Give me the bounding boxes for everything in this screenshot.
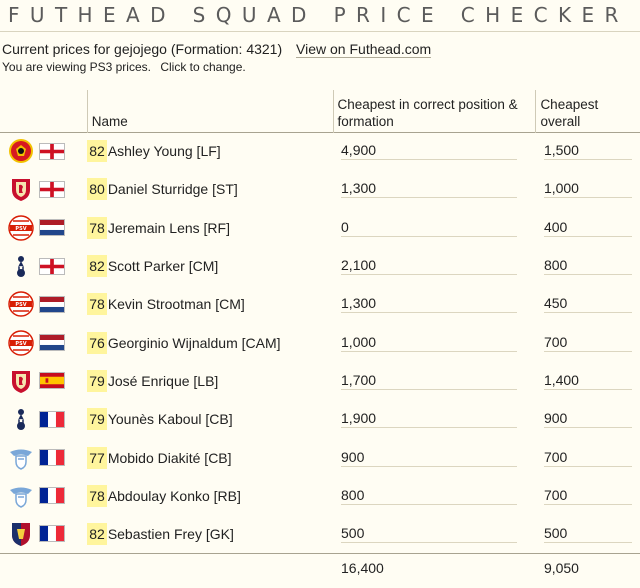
- player-row: 77 Mobido Diakité [CB] 900 700: [0, 438, 640, 476]
- lazio-crest-icon: [8, 483, 34, 509]
- player-row: 82 Scott Parker [CM] 2,100 800: [0, 247, 640, 285]
- cheapest-position-price: 900: [341, 449, 518, 467]
- cheapest-overall-price: 700: [543, 487, 632, 505]
- player-rating: 79: [87, 369, 107, 392]
- cheapest-overall-price: 900: [543, 410, 632, 429]
- player-rating: 78: [87, 484, 107, 507]
- france-flag-icon: [39, 410, 65, 428]
- player-name[interactable]: Sebastien Frey [GK]: [107, 525, 234, 542]
- cheapest-overall-price: 500: [543, 525, 632, 543]
- header-cheapest-overall: Cheapest overall: [535, 90, 640, 132]
- cheapest-overall-price: 800: [543, 257, 632, 276]
- current-prices-text: Current prices for gejojego (Formation: …: [2, 41, 283, 57]
- cheapest-position-price: 800: [341, 487, 518, 505]
- player-rating: 78: [87, 216, 107, 239]
- player-name[interactable]: Ashley Young [LF]: [107, 143, 221, 160]
- cheapest-position-price: 1,700: [341, 372, 518, 390]
- player-row: PSV 78 Jeremain Lens [RF] 0 400: [0, 209, 640, 247]
- cheapest-position-price: 4,900: [341, 142, 518, 161]
- player-row: 82 Ashley Young [LF] 4,900 1,500: [0, 132, 640, 170]
- total-cheapest-position: 16,400: [341, 559, 384, 576]
- player-row: 79 José Enrique [LB] 1,700 1,400: [0, 362, 640, 400]
- player-name[interactable]: Georginio Wijnaldum [CAM]: [107, 334, 281, 351]
- player-row: 78 Abdoulay Konko [RB] 800 700: [0, 477, 640, 515]
- cheapest-position-price: 1,300: [341, 180, 518, 199]
- player-name[interactable]: José Enrique [LB]: [107, 372, 219, 389]
- player-name[interactable]: Mobido Diakité [CB]: [107, 449, 232, 466]
- cheapest-position-price: 1,000: [341, 334, 518, 352]
- liverpool-crest-icon: [8, 368, 34, 394]
- header-cheapest-position: Cheapest in correct position & formation: [332, 90, 536, 132]
- player-row: 82 Sebastien Frey [GK] 500 500: [0, 515, 640, 553]
- cheapest-position-price: 1,300: [341, 295, 518, 314]
- manutd-crest-icon: [8, 138, 34, 164]
- player-row: 79 Younès Kaboul [CB] 1,900 900: [0, 400, 640, 438]
- svg-text:PSV: PSV: [15, 226, 26, 232]
- tottenham-crest-icon: [8, 406, 34, 432]
- liverpool-crest-icon: [8, 176, 34, 202]
- england-flag-icon: [39, 142, 65, 160]
- player-name[interactable]: Jeremain Lens [RF]: [107, 219, 230, 236]
- header-name: Name: [86, 90, 334, 132]
- player-rating: 82: [87, 255, 107, 278]
- england-flag-icon: [39, 180, 65, 198]
- svg-text:PSV: PSV: [15, 341, 26, 347]
- player-rating: 78: [87, 293, 107, 316]
- player-row: PSV 78 Kevin Strootman [CM] 1,300 450: [0, 285, 640, 323]
- table-header-row: Name Cheapest in correct position & form…: [0, 90, 640, 132]
- netherlands-flag-icon: [39, 219, 65, 237]
- view-on-futhead-link[interactable]: View on Futhead.com: [296, 41, 432, 58]
- france-flag-icon: [39, 487, 65, 505]
- player-name[interactable]: Daniel Sturridge [ST]: [107, 181, 238, 198]
- player-rating: 77: [87, 446, 107, 469]
- header-icons: [0, 90, 87, 132]
- england-flag-icon: [39, 257, 65, 275]
- player-name[interactable]: Younès Kaboul [CB]: [107, 411, 233, 428]
- netherlands-flag-icon: [39, 295, 65, 313]
- cheapest-overall-price: 1,400: [543, 372, 632, 390]
- platform-notice: You are viewing PS3 prices. Click to cha…: [2, 60, 246, 74]
- player-rating: 79: [87, 408, 107, 431]
- totals-row: 16,400 9,050: [0, 552, 640, 582]
- cheapest-position-price: 0: [341, 219, 518, 237]
- cheapest-overall-price: 1,000: [543, 180, 632, 199]
- player-row: 80 Daniel Sturridge [ST] 1,300 1,000: [0, 170, 640, 208]
- spain-flag-icon: [39, 372, 65, 390]
- genoa-crest-icon: [8, 521, 34, 547]
- psv-crest-icon: PSV: [8, 329, 34, 356]
- cheapest-position-price: 1,900: [341, 410, 518, 429]
- title-divider: [0, 31, 640, 32]
- france-flag-icon: [39, 449, 65, 467]
- cheapest-position-price: 2,100: [341, 257, 518, 276]
- psv-crest-icon: PSV: [8, 214, 34, 241]
- squad-summary: Current prices for gejojego (Formation: …: [2, 40, 432, 58]
- cheapest-overall-price: 450: [543, 295, 632, 314]
- player-row: PSV 76 Georginio Wijnaldum [CAM] 1,000 700: [0, 323, 640, 361]
- player-rating: 82: [87, 140, 107, 163]
- player-rating: 76: [87, 331, 107, 354]
- player-rating: 80: [87, 178, 107, 201]
- cheapest-overall-price: 400: [543, 219, 632, 237]
- svg-text:PSV: PSV: [15, 302, 26, 308]
- total-cheapest-overall: 9,050: [543, 559, 579, 576]
- france-flag-icon: [39, 525, 65, 543]
- platform-notice-text: You are viewing PS3 prices.: [2, 60, 151, 74]
- psv-crest-icon: PSV: [8, 291, 34, 318]
- tottenham-crest-icon: [8, 253, 34, 279]
- cheapest-overall-price: 700: [543, 334, 632, 352]
- player-name[interactable]: Scott Parker [CM]: [107, 258, 219, 275]
- player-name[interactable]: Abdoulay Konko [RB]: [107, 487, 241, 504]
- cheapest-overall-price: 700: [543, 449, 632, 467]
- player-name[interactable]: Kevin Strootman [CM]: [107, 296, 245, 313]
- player-rating: 82: [87, 522, 107, 545]
- lazio-crest-icon: [8, 445, 34, 471]
- page-title: FUTHEAD SQUAD PRICE CHECKER: [8, 3, 629, 27]
- netherlands-flag-icon: [39, 334, 65, 352]
- cheapest-position-price: 500: [341, 525, 518, 543]
- squad-price-table: Name Cheapest in correct position & form…: [0, 90, 640, 582]
- change-platform-link[interactable]: Click to change.: [160, 60, 246, 74]
- cheapest-overall-price: 1,500: [543, 142, 632, 161]
